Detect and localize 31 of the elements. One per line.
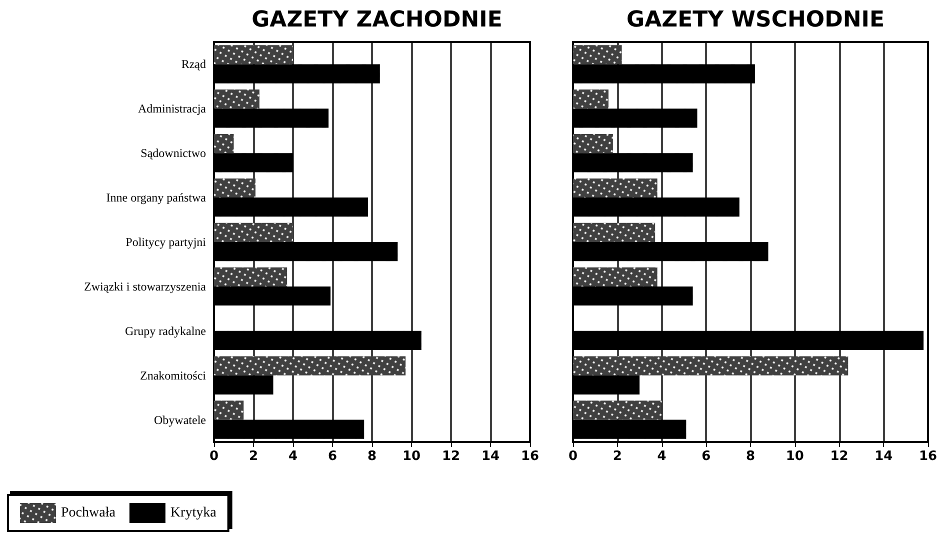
x-tick-label: 8 bbox=[367, 449, 377, 464]
x-tick-label: 4 bbox=[288, 449, 298, 464]
y-tick-label: Politycy partyjni bbox=[126, 235, 207, 249]
x-tick-label: 6 bbox=[702, 449, 711, 464]
y-tick-label: Grupy radykalne bbox=[125, 324, 206, 338]
x-tick-label: 10 bbox=[402, 449, 421, 464]
x-tick-label: 14 bbox=[874, 449, 893, 464]
x-tick-label: 2 bbox=[612, 449, 622, 464]
x-tick-label: 12 bbox=[830, 449, 848, 464]
x-tick-label: 6 bbox=[328, 449, 338, 464]
x-tick-label: 10 bbox=[786, 449, 804, 464]
y-tick-label: Obywatele bbox=[154, 412, 206, 427]
x-tick-label: 4 bbox=[657, 449, 666, 464]
y-tick-label: Znakomitości bbox=[140, 368, 207, 382]
x-tick-label: 8 bbox=[746, 449, 756, 464]
legend-label: Krytyka bbox=[170, 506, 218, 520]
chart-title: GAZETY WSCHODNIE bbox=[626, 8, 884, 32]
chart-title: GAZETY ZACHODNIE bbox=[252, 8, 502, 32]
y-tick-label: Inne organy państwa bbox=[106, 190, 207, 205]
y-tick-label: Sądownictwo bbox=[140, 146, 206, 160]
x-tick-label: 14 bbox=[481, 449, 500, 464]
x-tick-label: 16 bbox=[918, 449, 938, 464]
x-tick-label: 12 bbox=[442, 449, 460, 464]
legend-label: Pochwała bbox=[61, 506, 116, 520]
x-tick-label: 16 bbox=[520, 449, 540, 464]
x-tick-label: 2 bbox=[248, 449, 258, 464]
y-tick-label: Rząd bbox=[181, 57, 206, 72]
y-tick-label: Związki i stowarzyszenia bbox=[84, 279, 207, 294]
x-tick-label: 0 bbox=[209, 449, 219, 464]
y-tick-label: Administracja bbox=[138, 102, 207, 116]
x-tick-label: 0 bbox=[568, 449, 578, 464]
